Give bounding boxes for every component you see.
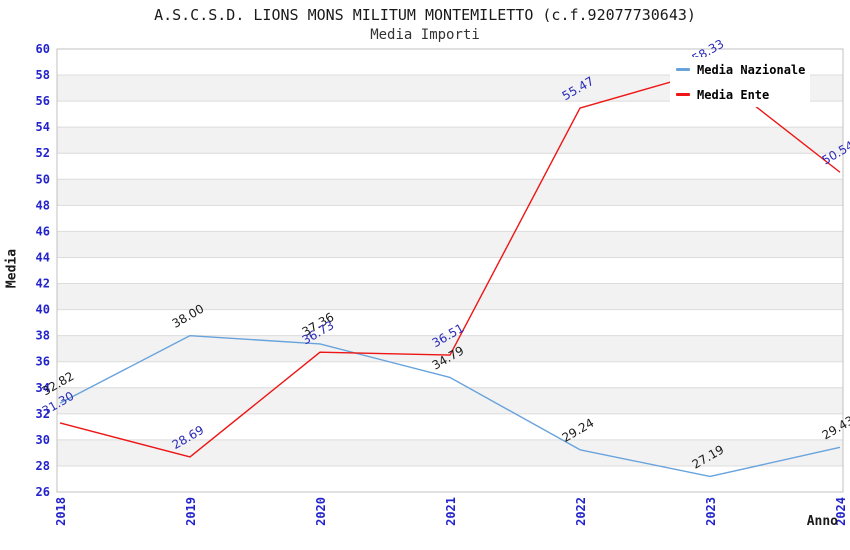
chart-subtitle: Media Importi (370, 27, 480, 43)
y-tick-label: 54 (36, 120, 50, 134)
plot-band (57, 205, 843, 232)
y-tick-label: 44 (36, 250, 50, 264)
x-tick-label: 2021 (444, 497, 458, 526)
media-nazionale-line-swatch (676, 68, 690, 71)
plot-band (57, 283, 843, 310)
plot-band (57, 335, 843, 362)
plot-band (57, 439, 843, 466)
y-axis-title: Media (4, 248, 20, 289)
plot-band (57, 231, 843, 258)
x-tick-label: 2024 (834, 497, 848, 526)
legend-label-media-nazionale: Media Nazionale (697, 62, 806, 77)
media-ente-line-swatch (676, 93, 690, 96)
plot-band (57, 257, 843, 284)
plot-band (57, 387, 843, 414)
series-line-media-nazionale (59, 334, 841, 478)
y-tick-label: 30 (36, 433, 50, 447)
chart-title: A.S.C.S.D. LIONS MONS MILITUM MONTEMILET… (154, 6, 696, 24)
x-tick-label: 2018 (54, 497, 68, 526)
x-tick-label: 2023 (704, 497, 718, 526)
y-tick-label: 36 (36, 355, 50, 369)
y-tick-label: 56 (36, 94, 50, 108)
y-tick-label: 50 (36, 172, 50, 186)
plot-band (57, 309, 843, 336)
y-tick-label: 26 (36, 485, 50, 499)
plot-band (57, 413, 843, 440)
y-tick-label: 28 (36, 459, 50, 473)
legend-item-media-nazionale: Media Nazionale (670, 57, 810, 82)
x-axis-title: Anno (806, 514, 838, 529)
y-tick-label: 48 (36, 198, 50, 212)
plot-band (57, 465, 843, 492)
plot-band (57, 179, 843, 206)
y-tick-label: 58 (36, 68, 50, 82)
y-tick-label: 46 (36, 224, 50, 238)
y-tick-label: 60 (36, 42, 50, 56)
plot-band (57, 153, 843, 180)
plot-band (57, 361, 843, 388)
y-tick-label: 40 (36, 303, 50, 317)
x-tick-label: 2020 (314, 497, 328, 526)
plot-band (57, 127, 843, 154)
y-tick-label: 34 (36, 381, 50, 395)
legend-label-media-ente: Media Ente (697, 87, 770, 102)
y-tick-label: 38 (36, 329, 50, 343)
y-tick-label: 52 (36, 146, 50, 160)
legend: Media Nazionale Media Ente (670, 57, 810, 107)
y-tick-label: 32 (36, 407, 50, 421)
x-tick-label: 2019 (184, 497, 198, 526)
plot-border (56, 48, 844, 493)
x-tick-label: 2022 (574, 497, 588, 526)
legend-item-media-ente: Media Ente (670, 82, 810, 107)
y-tick-label: 42 (36, 277, 50, 291)
